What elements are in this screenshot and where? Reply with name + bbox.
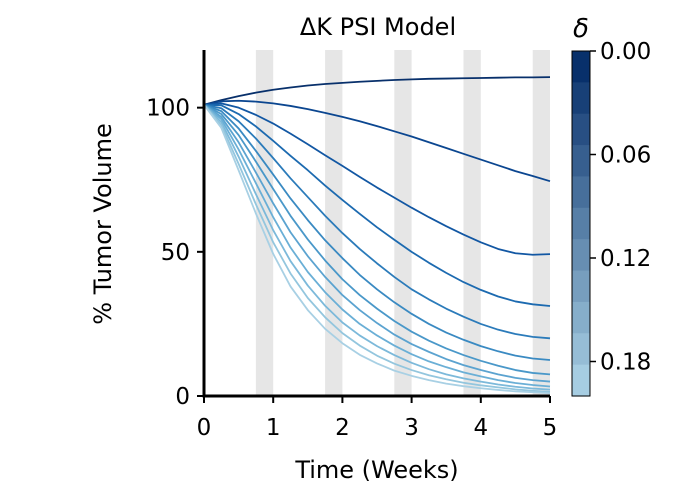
x-axis-title: Time (Weeks) xyxy=(294,456,458,484)
colorbar: 0.00 0.06 0.12 0.18 xyxy=(571,39,651,397)
x-tick-label-0: 0 xyxy=(197,415,212,441)
colorbar-tick-label-2: 0.12 xyxy=(600,246,651,272)
colorbar-segment-8 xyxy=(572,301,590,334)
y-tick-label-1: 50 xyxy=(161,240,190,266)
colorbar-segment-7 xyxy=(572,270,590,303)
colorbar-segment-10 xyxy=(572,364,590,397)
x-tick-label-4: 4 xyxy=(473,415,488,441)
series-line-2 xyxy=(203,102,551,256)
y-tick-label-2: 100 xyxy=(146,96,190,122)
colorbar-segment-0 xyxy=(572,51,590,83)
colorbar-tick-label-1: 0.06 xyxy=(600,143,651,169)
colorbar-segment-6 xyxy=(572,239,590,272)
colorbar-segment-9 xyxy=(572,333,590,366)
series-line-3 xyxy=(203,103,551,307)
x-tick-label-3: 3 xyxy=(404,415,419,441)
x-tick-label-2: 2 xyxy=(335,415,350,441)
colorbar-tick-label-3: 0.18 xyxy=(600,350,651,376)
x-tick-label-5: 5 xyxy=(543,415,558,441)
series-lines xyxy=(203,76,551,395)
colorbar-tick-label-0: 0.00 xyxy=(600,39,651,65)
colorbar-segment-4 xyxy=(572,176,590,209)
series-line-5 xyxy=(203,103,551,361)
shaded-band-1 xyxy=(325,50,343,396)
series-line-0 xyxy=(203,76,551,106)
colorbar-segment-5 xyxy=(572,207,590,240)
colorbar-frame xyxy=(571,50,591,397)
series-line-8 xyxy=(203,104,551,388)
series-line-6 xyxy=(203,103,551,376)
shaded-band-2 xyxy=(394,50,412,396)
y-axis-title: % Tumor Volume xyxy=(89,123,117,324)
chart-title: ΔK PSI Model xyxy=(300,13,456,41)
shaded-band-3 xyxy=(463,50,481,396)
colorbar-title: δ xyxy=(573,14,589,44)
series-line-9 xyxy=(203,104,551,391)
colorbar-segment-2 xyxy=(572,113,590,146)
shaded-band-4 xyxy=(532,50,550,396)
series-line-4 xyxy=(203,103,551,340)
series-line-1 xyxy=(203,99,551,183)
series-line-10 xyxy=(203,104,551,393)
series-line-11 xyxy=(203,104,551,395)
y-tick-label-0: 0 xyxy=(175,384,190,410)
x-tick-label-1: 1 xyxy=(266,415,281,441)
shaded-bands xyxy=(255,50,550,396)
colorbar-segment-1 xyxy=(572,82,590,115)
colorbar-segment-3 xyxy=(572,145,590,178)
series-line-7 xyxy=(203,104,551,383)
